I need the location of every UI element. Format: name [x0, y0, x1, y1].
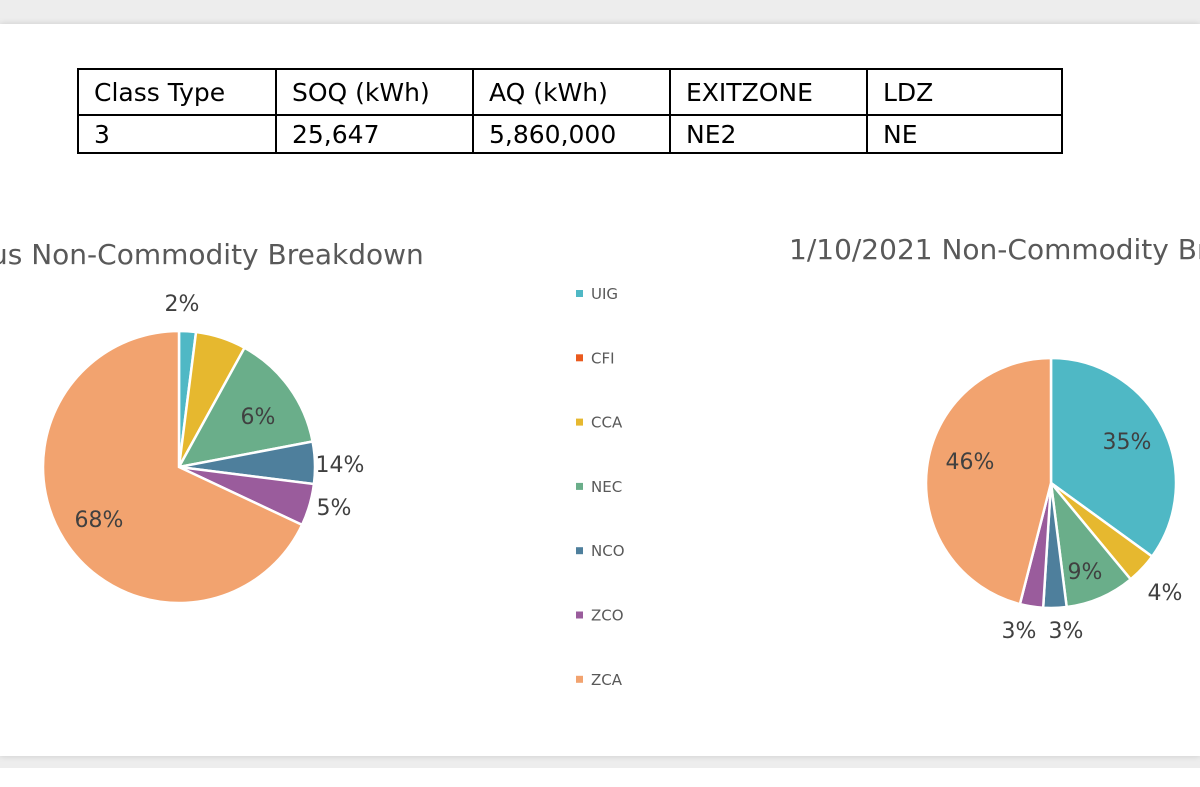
legend-label-nco: NCO [591, 542, 625, 560]
header-aq: AQ (kWh) [472, 68, 671, 116]
chart-title-right: 1/10/2021 Non-Commodity Bre [789, 233, 1200, 266]
legend-swatch-cfi [576, 354, 583, 362]
legend-swatch-zca [576, 675, 583, 683]
data-label-nec: 14% [316, 453, 365, 478]
legend-swatch-zco [576, 611, 583, 619]
pie-slice-zca [41, 329, 304, 605]
cell-aq: 5,860,000 [472, 114, 671, 154]
table-row: 3 25,647 5,860,000 NE2 NE [77, 114, 1063, 154]
data-label-nco: 5% [317, 496, 352, 521]
data-label-nec: 9% [1068, 560, 1103, 585]
data-label-zca: 68% [75, 508, 124, 533]
legend-label-cca: CCA [591, 414, 623, 432]
cell-ldz: NE [866, 114, 1063, 154]
meter-info-table: Class Type SOQ (kWh) AQ (kWh) EXITZONE L… [77, 68, 1063, 154]
data-label-zca: 46% [946, 450, 995, 475]
data-label-uig: 35% [1103, 430, 1152, 455]
pie-slice-nec [176, 346, 315, 469]
legend-label-zco: ZCO [591, 607, 624, 625]
pie-slice-uig [1049, 356, 1178, 559]
header-soq: SOQ (kWh) [275, 68, 474, 116]
pie-slice-zca [924, 356, 1053, 606]
data-label-cca: 4% [1148, 581, 1183, 606]
legend-swatch-uig [576, 290, 583, 297]
legend-swatch-cca [576, 418, 583, 426]
data-label-nco: 3% [1049, 619, 1084, 644]
table-header-row: Class Type SOQ (kWh) AQ (kWh) EXITZONE L… [77, 68, 1063, 116]
chart-title-left: us Non-Commodity Breakdown [0, 238, 424, 271]
data-label-cca: 6% [241, 405, 276, 430]
pie-chart-right: 35% 4% 9% 3% 3% 46% [924, 356, 1183, 644]
legend-label-nec: NEC [591, 478, 622, 496]
chart-legend: UIG CFI CCA NEC NCO ZCO ZCA [576, 285, 625, 689]
legend-label-uig: UIG [591, 285, 618, 303]
data-label-zco: 3% [1002, 619, 1037, 644]
cell-class-type: 3 [77, 114, 277, 154]
header-exitzone: EXITZONE [669, 68, 868, 116]
data-label-uig: 2% [165, 292, 200, 317]
header-class-type: Class Type [77, 68, 277, 116]
legend-label-cfi: CFI [591, 349, 615, 367]
header-ldz: LDZ [866, 68, 1063, 116]
cell-exitzone: NE2 [669, 114, 868, 154]
legend-swatch-nco [576, 547, 583, 555]
pie-chart-left: 2% 6% 14% 5% 68% [41, 292, 365, 605]
next-page-edge [0, 768, 1200, 787]
legend-swatch-nec [576, 482, 583, 490]
cell-soq: 25,647 [275, 114, 474, 154]
legend-label-zca: ZCA [591, 671, 623, 689]
